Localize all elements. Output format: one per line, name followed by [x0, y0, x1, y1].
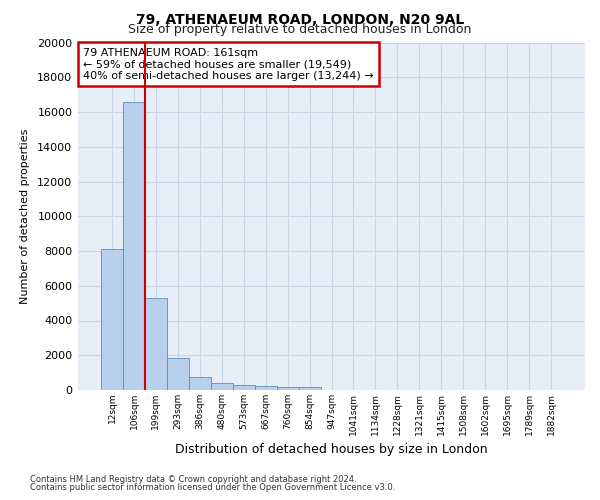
Y-axis label: Number of detached properties: Number of detached properties: [20, 128, 31, 304]
Bar: [189, 377, 211, 390]
Bar: [211, 384, 233, 390]
Text: Contains HM Land Registry data © Crown copyright and database right 2024.: Contains HM Land Registry data © Crown c…: [30, 475, 356, 484]
Text: Contains public sector information licensed under the Open Government Licence v3: Contains public sector information licen…: [30, 484, 395, 492]
Bar: [233, 385, 254, 390]
Bar: [254, 386, 277, 390]
Bar: [277, 387, 299, 390]
Text: Size of property relative to detached houses in London: Size of property relative to detached ho…: [128, 22, 472, 36]
X-axis label: Distribution of detached houses by size in London: Distribution of detached houses by size …: [175, 443, 488, 456]
Bar: [145, 298, 167, 390]
Text: 79, ATHENAEUM ROAD, LONDON, N20 9AL: 79, ATHENAEUM ROAD, LONDON, N20 9AL: [136, 12, 464, 26]
Bar: [101, 250, 123, 390]
Bar: [167, 358, 189, 390]
Bar: [123, 102, 145, 390]
Text: 79 ATHENAEUM ROAD: 161sqm
← 59% of detached houses are smaller (19,549)
40% of s: 79 ATHENAEUM ROAD: 161sqm ← 59% of detac…: [83, 48, 374, 81]
Bar: [299, 388, 320, 390]
